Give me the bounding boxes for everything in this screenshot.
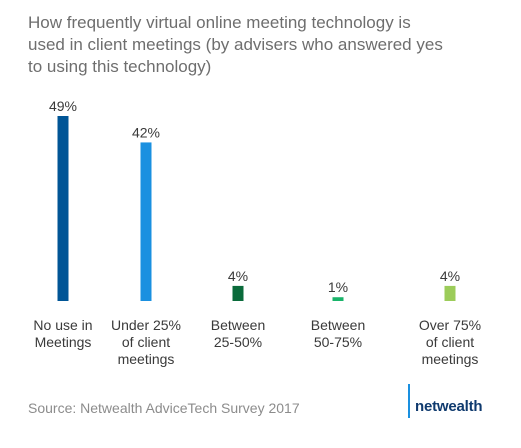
value-label-0: 49% (49, 98, 77, 114)
category-label-line: Meetings (35, 334, 92, 350)
chart-title: How frequently virtual online meeting te… (28, 12, 498, 78)
title-line: How frequently virtual online meeting te… (28, 13, 411, 32)
category-label-line: meetings (422, 351, 479, 367)
category-label-2: Between 25-50% (211, 317, 265, 350)
bar-4 (444, 285, 456, 301)
bar-1 (140, 142, 152, 301)
value-label-2: 4% (228, 268, 248, 284)
category-label-3: Between 50-75% (311, 317, 365, 350)
category-label-line: 50-75% (314, 334, 362, 350)
category-label-line: meetings (118, 351, 175, 367)
value-label-4: 4% (440, 268, 460, 284)
category-label-line: Under 25% (111, 317, 181, 333)
category-label-0: No use in Meetings (33, 317, 92, 350)
category-label-line: No use in (33, 317, 92, 333)
logo-wordmark: netwealth (415, 398, 483, 415)
title-line: used in client meetings (by advisers who… (28, 35, 443, 54)
category-label-4: Over 75% of client meetings (419, 317, 481, 367)
source-note: Source: Netwealth AdviceTech Survey 2017 (28, 400, 300, 416)
netwealth-logo: netwealth (408, 384, 502, 418)
value-label-3: 1% (328, 279, 348, 295)
bar-2 (232, 285, 244, 301)
category-label-line: Between (311, 317, 365, 333)
category-label-line: Over 75% (419, 317, 481, 333)
category-label-line: Between (211, 317, 265, 333)
value-label-1: 42% (132, 124, 160, 140)
title-line: to using this technology) (28, 57, 212, 76)
category-label-line: 25-50% (214, 334, 262, 350)
bar-0 (57, 116, 69, 301)
category-label-1: Under 25% of client meetings (111, 317, 181, 367)
category-label-line: of client (122, 334, 170, 350)
category-label-line: of client (426, 334, 474, 350)
bar-3 (332, 297, 344, 301)
logo-accent-bar (408, 384, 410, 418)
